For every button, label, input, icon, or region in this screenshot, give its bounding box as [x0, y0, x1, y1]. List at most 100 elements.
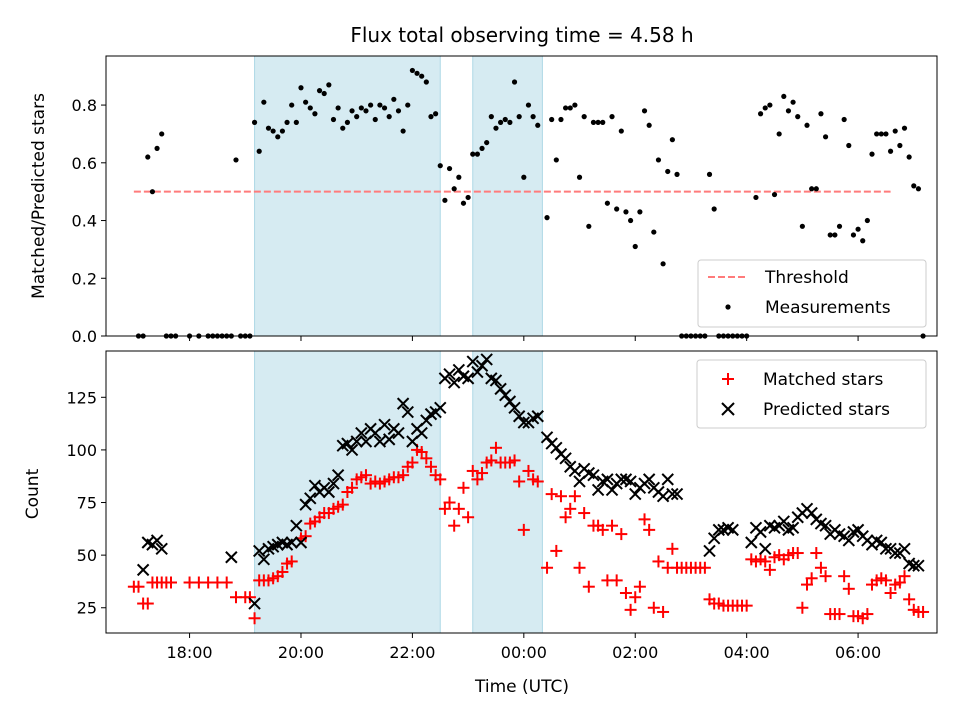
predicted-star-point — [703, 544, 716, 558]
matched-star-point — [884, 587, 897, 600]
predicted-star-point — [308, 479, 322, 492]
matched-star-point — [698, 561, 711, 574]
measurement-point — [855, 226, 861, 232]
matched-star-point — [346, 481, 359, 494]
matched-star-point — [833, 608, 846, 621]
predicted-stars-points — [136, 353, 925, 610]
predicted-star-point — [726, 523, 739, 537]
measurement-point — [549, 116, 555, 123]
measurement-point — [470, 151, 476, 157]
predicted-star-point — [898, 542, 911, 556]
measurement-point — [270, 128, 276, 134]
ratio-y-tick-label: 0.6 — [72, 154, 97, 173]
measurement-point — [576, 174, 583, 180]
predicted-star-point — [786, 521, 800, 534]
measurement-point — [474, 151, 480, 157]
measurement-point — [795, 114, 801, 120]
measurement-point — [818, 111, 824, 117]
measurement-point — [609, 114, 615, 120]
matched-star-point — [485, 454, 498, 467]
matched-star-point — [517, 523, 530, 536]
measurement-point — [261, 99, 267, 105]
measurement-point — [637, 209, 643, 215]
predicted-star-point — [568, 464, 582, 478]
measurement-point — [711, 206, 717, 212]
predicted-star-point — [415, 426, 428, 440]
predicted-star-point — [382, 433, 396, 446]
threshold-legend-label: Threshold — [764, 268, 849, 288]
measurement-point — [414, 70, 420, 76]
measurement-point — [874, 131, 880, 137]
measurement-point — [275, 134, 281, 140]
predicted-star-point — [666, 487, 679, 501]
predicted-star-point — [759, 542, 772, 556]
predicted-star-point — [670, 487, 684, 501]
measurement-point — [251, 119, 258, 125]
matched-star-point — [248, 612, 261, 625]
measurement-point — [674, 171, 680, 177]
ratio-legend: Threshold Measurements — [697, 259, 927, 328]
matched-star-point — [531, 475, 544, 488]
matched-star-point — [434, 473, 447, 486]
matched-star-point — [141, 597, 154, 610]
matched-star-point — [759, 555, 772, 568]
time-x-tick-label: 00:00 — [501, 643, 547, 662]
measurement-point — [428, 114, 434, 120]
predicted-star-point — [508, 401, 521, 415]
predicted-star-point — [912, 559, 925, 572]
chart-title: Flux total observing time = 4.58 h — [350, 23, 693, 47]
measurement-point — [753, 194, 759, 201]
measurement-point — [451, 186, 457, 192]
predicted-star-point — [889, 546, 902, 560]
matched-star-point — [285, 555, 298, 568]
predicted-star-point — [591, 483, 605, 497]
measurement-point — [618, 128, 624, 134]
time-x-tick-label: 20:00 — [278, 643, 324, 662]
measurement-point — [256, 148, 262, 154]
measurement-point — [363, 108, 369, 114]
measurement-point — [771, 191, 778, 198]
measurement-point — [887, 148, 894, 154]
predicted-star-point — [461, 372, 475, 385]
predicted-star-point — [819, 519, 832, 532]
matched-star-point — [805, 572, 818, 585]
predicted-star-point — [150, 534, 164, 547]
ratio-legend-box — [697, 259, 927, 328]
predicted-star-point — [155, 542, 168, 556]
predicted-star-point — [805, 506, 818, 520]
predicted-star-point — [777, 515, 791, 528]
measurement-point — [154, 145, 160, 151]
predicted-star-point — [290, 519, 303, 532]
time-x-tick-label: 04:00 — [724, 643, 770, 662]
measurement-point — [822, 134, 829, 140]
predicted-star-point — [447, 376, 461, 389]
matched-star-point — [647, 601, 660, 614]
measurement-point — [511, 79, 518, 85]
measurement-point — [507, 119, 513, 125]
matched-star-point — [879, 574, 892, 587]
measurement-point — [437, 163, 443, 169]
predicted-star-point — [879, 542, 893, 556]
measurement-point — [377, 102, 383, 108]
predicted-star-point — [712, 523, 726, 537]
measurement-point — [488, 114, 494, 120]
matched-star-point — [619, 587, 632, 600]
time-x-tick-label: 06:00 — [835, 643, 881, 662]
matched-star-point — [610, 574, 623, 587]
matched-star-point — [763, 563, 776, 576]
predicted-star-point — [345, 443, 359, 457]
predicted-star-point — [401, 405, 414, 419]
predicted-star-point — [373, 435, 387, 448]
measurement-point — [804, 122, 810, 128]
measurement-point — [799, 223, 805, 229]
time-x-axis-label: Time (UTC) — [474, 677, 569, 697]
measurement-point — [298, 85, 304, 91]
count-panel: 25 50 75 100 125 18:00 20:00 22:00 00:00 02:00 04… — [23, 350, 938, 697]
matched-star-point — [633, 580, 646, 593]
predicted-star-point — [512, 410, 526, 423]
predicted-star-point — [322, 485, 336, 499]
measurement-point — [558, 116, 564, 123]
matched-star-point — [406, 456, 419, 469]
predicted-star-point — [299, 498, 312, 511]
measurement-point — [423, 79, 429, 85]
